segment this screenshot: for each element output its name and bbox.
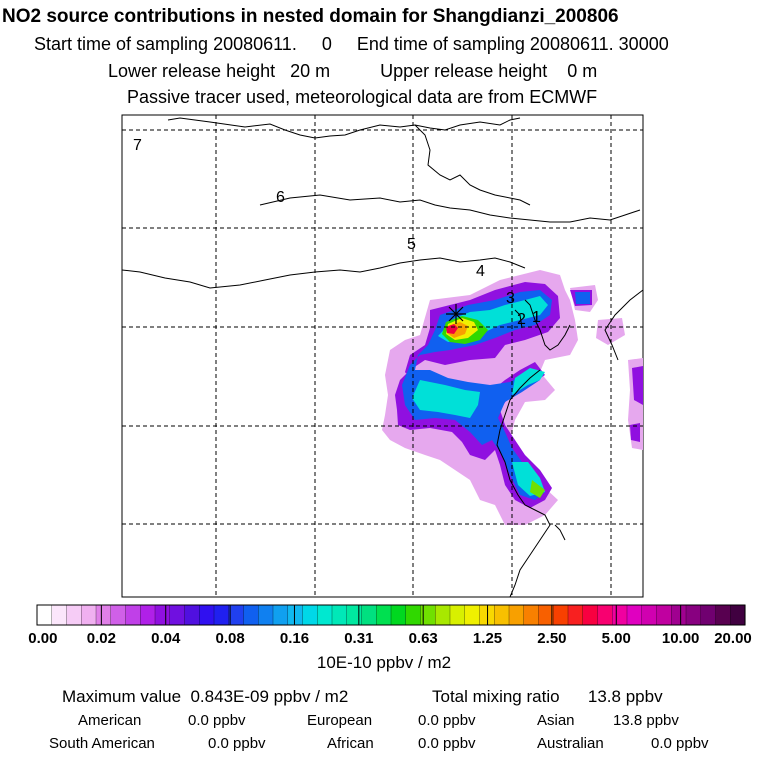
european-label: European xyxy=(307,712,373,729)
colorbar-tick-label: 0.00 xyxy=(28,630,58,647)
colorbar-cell xyxy=(346,604,363,626)
colorbar-cell xyxy=(435,604,451,626)
colorbar-cell xyxy=(553,604,569,626)
australian-value: 0.0 ppbv xyxy=(651,735,709,752)
colorbar-cell xyxy=(66,604,82,626)
colorbar-tick-label: 0.31 xyxy=(344,630,374,647)
colorbar-cell xyxy=(258,604,274,626)
colorbar-cell xyxy=(287,604,304,626)
trajectory-label-4: 4 xyxy=(476,263,485,280)
colorbar-cell xyxy=(169,604,186,626)
trajectory-labels: 7 6 5 4 3 2 1 xyxy=(133,137,541,328)
colorbar-cell xyxy=(730,604,746,626)
trajectory-label-5: 5 xyxy=(407,236,416,253)
colorbar-cell xyxy=(715,604,731,626)
trajectory-label-3: 3 xyxy=(506,290,515,307)
colorbar-tick-label: 10.00 xyxy=(661,630,700,647)
coastlines xyxy=(121,117,644,598)
colorbar-cell xyxy=(125,604,141,626)
colorbar-tick-label: 0.04 xyxy=(151,630,181,647)
colorbar-cell xyxy=(597,604,613,626)
colorbar-tick-label: 20.00 xyxy=(714,630,752,647)
american-value: 0.0 ppbv xyxy=(188,712,246,729)
colorbar-tick-label: 5.00 xyxy=(601,630,631,647)
tracer-info-line: Passive tracer used, meteorological data… xyxy=(127,87,598,107)
colorbar-cell xyxy=(405,604,422,626)
colorbar-tick-label: 0.08 xyxy=(215,630,245,647)
colorbar-cell xyxy=(671,604,687,626)
european-value: 0.0 ppbv xyxy=(418,712,476,729)
south-american-value: 0.0 ppbv xyxy=(208,735,266,752)
african-label: African xyxy=(327,735,374,752)
receptor-marker xyxy=(446,304,466,324)
colorbar-cell xyxy=(700,604,717,626)
colorbar-cell xyxy=(685,604,702,626)
colorbar-cell xyxy=(464,604,481,626)
total-mixing-ratio-text: Total mixing ratio 13.8 ppbv xyxy=(432,687,663,706)
trajectory-label-7: 7 xyxy=(133,137,142,154)
colorbar-cell xyxy=(302,604,318,626)
colorbar-cell xyxy=(538,604,554,626)
colorbar-cell xyxy=(376,604,392,626)
colorbar-cell xyxy=(51,604,68,626)
african-value: 0.0 ppbv xyxy=(418,735,476,752)
trajectory-label-6: 6 xyxy=(276,189,285,206)
colorbar-cell xyxy=(656,604,672,626)
asian-value: 13.8 ppbv xyxy=(613,712,679,729)
south-american-label: South American xyxy=(49,735,155,752)
colorbar-tick-label: 0.16 xyxy=(279,630,310,647)
colorbar-cell xyxy=(243,604,259,626)
colorbar-cell xyxy=(626,604,643,626)
colorbar-cell xyxy=(184,604,200,626)
colorbar-cell xyxy=(36,604,53,626)
release-height-line: Lower release height 20 m Upper release … xyxy=(108,61,598,81)
american-label: American xyxy=(78,712,142,729)
colorbar-cell xyxy=(272,604,289,626)
colorbar-cell xyxy=(317,604,333,626)
colorbar-tick-label: 1.25 xyxy=(472,630,503,647)
colorbar-cell xyxy=(641,604,658,626)
colorbar-cell xyxy=(508,604,525,626)
colorbar-tick-label: 0.02 xyxy=(86,630,116,647)
grid-lines xyxy=(122,115,643,597)
colorbar-cell xyxy=(154,604,171,626)
colorbar-cell xyxy=(110,604,127,626)
australian-label: Australian xyxy=(537,735,604,752)
colorbar-cell xyxy=(523,604,540,626)
colorbar-tick-label: 2.50 xyxy=(537,630,567,647)
colorbar-unit: 10E-10 ppbv / m2 xyxy=(316,653,452,672)
colorbar-cell xyxy=(140,604,156,626)
colorbar-cell xyxy=(95,604,112,626)
colorbar-cell xyxy=(213,604,230,626)
colorbar-cell xyxy=(449,604,466,626)
colorbar-cell xyxy=(199,604,215,626)
max-value-text: Maximum value 0.843E-09 ppbv / m2 xyxy=(62,687,349,706)
colorbar-cell xyxy=(567,604,584,626)
colorbar-cell xyxy=(612,604,628,626)
colorbar-cell xyxy=(331,604,348,626)
colorbar-cell xyxy=(582,604,599,626)
sampling-time-line: Start time of sampling 20080611. 0 End t… xyxy=(34,34,669,54)
colorbar-cell xyxy=(390,604,407,626)
colorbar-cell xyxy=(361,604,377,626)
trajectory-label-2: 2 xyxy=(517,311,526,328)
colorbar-cell xyxy=(81,604,97,626)
colorbar-tick-label: 0.63 xyxy=(408,630,438,647)
concentration-field xyxy=(382,270,643,525)
chart-title: NO2 source contributions in nested domai… xyxy=(2,6,619,27)
trajectory-label-1: 1 xyxy=(532,309,541,326)
asian-label: Asian xyxy=(537,712,575,729)
colorbar-cell xyxy=(228,604,245,626)
colorbar-cell xyxy=(494,604,510,626)
